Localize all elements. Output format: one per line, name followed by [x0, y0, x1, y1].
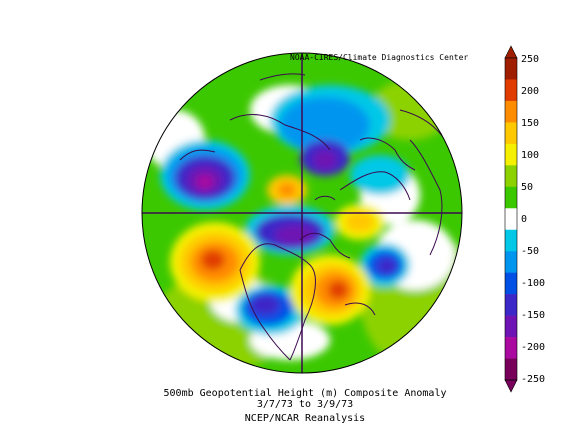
colorbar-tick-label: -50	[521, 246, 540, 257]
colorbar-swatch	[505, 122, 517, 145]
caption-title: 500mb Geopotential Height (m) Composite …	[163, 388, 447, 399]
colorbar-swatch	[505, 358, 517, 381]
credit-label: NOAA-CIRES/Climate Diagnostics Center	[290, 53, 469, 62]
colorbar-tick-label: 250	[521, 54, 540, 65]
colorbar-tick-label: 50	[521, 182, 534, 193]
colorbar-outline	[504, 57, 518, 381]
colorbar-swatch	[505, 100, 517, 123]
colorbar-swatch	[505, 337, 517, 359]
globe-outline	[141, 52, 463, 374]
colorbar-tick-label: -200	[521, 342, 546, 353]
colorbar-tick-label: -100	[521, 278, 546, 289]
colorbar-bottom-arrow	[504, 379, 518, 393]
colorbar-tick-label: 200	[521, 86, 540, 97]
colorbar-swatch	[505, 186, 517, 209]
colorbar-swatch	[505, 272, 517, 295]
colorbar-swatch	[505, 229, 517, 252]
colorbar-tick-label: 0	[521, 214, 528, 225]
colorbar-swatch	[505, 315, 517, 338]
colorbar-tick-label: -250	[521, 374, 546, 385]
anomaly-field	[142, 53, 462, 373]
caption-dates: 3/7/73 to 3/9/73	[256, 399, 354, 410]
colorbar-swatch	[505, 58, 517, 80]
colorbar-tick-label: -150	[521, 310, 546, 321]
colorbar-swatch	[505, 251, 517, 273]
colorbar-top-arrow	[504, 45, 518, 59]
caption-source: NCEP/NCAR Reanalysis	[244, 413, 366, 424]
colorbar-tick-label: 150	[521, 118, 540, 129]
colorbar-tick-label: 100	[521, 150, 540, 161]
colorbar	[504, 45, 518, 393]
colorbar-swatch	[505, 294, 517, 316]
colorbar-swatch	[505, 208, 517, 231]
colorbar-swatch	[505, 79, 517, 102]
colorbar-swatch	[505, 143, 517, 166]
colorbar-swatch	[505, 165, 517, 188]
coastlines	[179, 73, 446, 361]
